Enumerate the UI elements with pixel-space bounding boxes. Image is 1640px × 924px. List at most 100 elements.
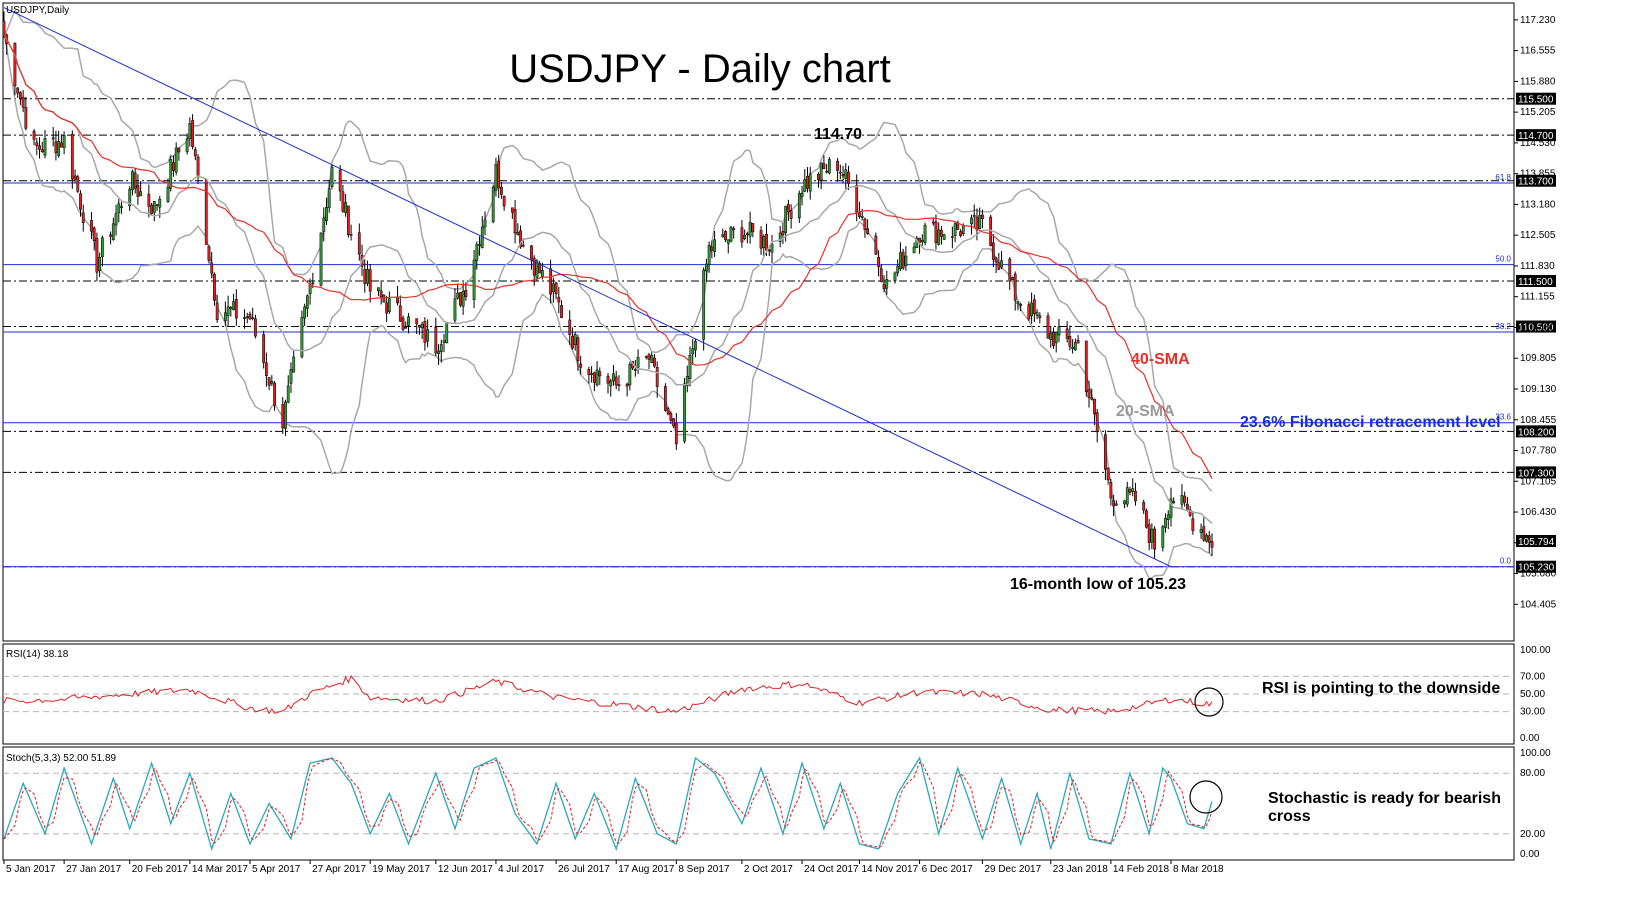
level-box-2 [1516, 174, 1556, 187]
level-box-6 [1516, 466, 1556, 479]
date-label-6: 19 May 2017 [372, 864, 430, 875]
candle-body [541, 270, 544, 277]
candle-body [401, 317, 405, 330]
candle-body [133, 172, 137, 189]
candle-body [535, 260, 539, 279]
candle-body [396, 296, 399, 304]
candle-body [847, 171, 850, 184]
candle-body [721, 234, 725, 238]
candle-body [207, 246, 211, 261]
candle-body [874, 235, 878, 255]
candle-body [459, 292, 462, 306]
current-price-label: 105.794 [1518, 537, 1555, 548]
candle-body [223, 312, 227, 322]
candle-body [16, 87, 20, 94]
candle-body [1147, 524, 1151, 543]
candle-body [1068, 336, 1072, 347]
candle-body [972, 215, 976, 217]
level-box-7 [1516, 560, 1556, 573]
level-label-0: 115.500 [1518, 95, 1554, 106]
candle-body [172, 162, 175, 171]
candle-body [1205, 534, 1208, 542]
candle-body [669, 413, 673, 421]
candle-body [896, 265, 900, 274]
price-tick-label-12: 109.130 [1520, 384, 1557, 395]
candle-body [1199, 529, 1203, 533]
candle-body [743, 235, 747, 240]
candle-body [825, 170, 829, 173]
candle-body [346, 205, 350, 236]
candle-body [953, 223, 957, 236]
candle-body [817, 173, 820, 180]
rsi-label: RSI(14) 38.18 [6, 649, 69, 660]
candle-body [759, 230, 763, 249]
candle-body [808, 173, 812, 192]
candle-body [193, 149, 197, 157]
candle-body [1202, 526, 1206, 541]
candle-body [519, 230, 522, 248]
candle-body [267, 377, 271, 386]
candle-body [664, 386, 667, 411]
candle-body [863, 218, 867, 231]
bollinger-upper [3, 9, 1213, 492]
candle-body [729, 227, 733, 242]
candle-body [300, 317, 304, 358]
candle-body [81, 212, 85, 224]
date-label-17: 23 Jan 2018 [1053, 864, 1108, 875]
candle-body [934, 221, 938, 243]
candle-body [418, 324, 421, 328]
candle-body [210, 262, 214, 274]
candle-body [494, 164, 498, 191]
candle-body [1114, 503, 1118, 506]
candle-body [1076, 339, 1080, 344]
candle-body [1164, 518, 1167, 528]
candle-body [204, 179, 208, 245]
candle-body [981, 214, 984, 219]
candle-body [549, 268, 552, 295]
candle-body [475, 244, 479, 261]
stoch-tick-2: 20.00 [1520, 829, 1545, 840]
candle-body [234, 299, 238, 319]
candle-body [264, 362, 268, 377]
fibonacci-levels: 61.8 50.0 38.2 23.6 0.0 [3, 173, 1514, 568]
candle-body [707, 245, 711, 266]
low-annotation: 16-month low of 105.23 [1010, 576, 1186, 593]
candle-body [19, 92, 22, 99]
candle-body [349, 234, 353, 236]
candle-body [139, 191, 143, 197]
price-tick-label-14: 107.780 [1520, 446, 1557, 457]
candle-body [940, 229, 943, 237]
candle-body [1046, 315, 1050, 339]
stoch-tick-1: 80.00 [1520, 768, 1545, 779]
candle-body [229, 307, 233, 309]
candle-body [330, 166, 334, 188]
candle-body [1090, 397, 1094, 400]
candle-body [32, 130, 36, 140]
candle-body [1145, 510, 1148, 528]
candle-body [904, 255, 908, 267]
fib-ratio-2: 38.2 [1495, 322, 1511, 331]
candle-body [54, 141, 58, 154]
candle-body [111, 223, 115, 240]
candle-body [158, 198, 162, 208]
candle-body [43, 138, 47, 156]
candle-body [628, 364, 632, 386]
candle-body [303, 306, 307, 319]
candle-body [931, 221, 935, 224]
candle-body [557, 296, 561, 303]
candle-body [169, 159, 173, 189]
candle-body [92, 227, 96, 241]
candle-body [109, 234, 112, 237]
date-label-1: 27 Jan 2017 [66, 864, 121, 875]
price-tick-label-5: 113.855 [1520, 169, 1556, 180]
candle-body [377, 287, 380, 292]
candle-body [322, 217, 326, 232]
candle-body [136, 184, 140, 197]
candle-body [338, 169, 342, 192]
candle-body [961, 225, 965, 234]
candle-body [472, 259, 476, 300]
candle-body [73, 175, 77, 180]
candle-body [366, 269, 369, 284]
